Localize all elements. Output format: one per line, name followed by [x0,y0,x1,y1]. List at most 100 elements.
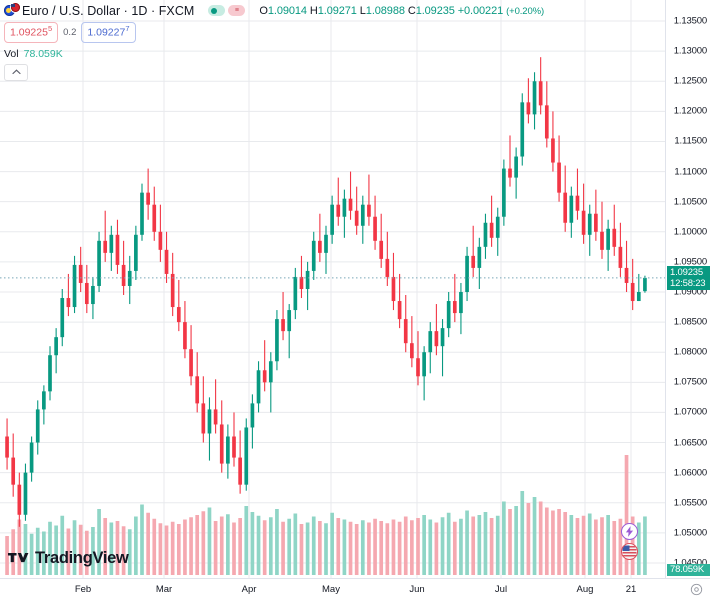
volume-bar [508,509,512,575]
candle-body [226,436,230,464]
volume-bar [428,519,433,575]
volume-bar [410,520,414,575]
candle-body [134,234,138,271]
candle-body [195,376,200,404]
candle-body [594,213,598,232]
time-axis-tick: 21 [625,584,637,595]
bid-ask-row: 1.092255 0.2 1.092277 [4,22,544,43]
volume-bar [66,528,71,575]
time-axis-tick: Apr [241,584,257,595]
volume-bar [446,512,451,575]
ask-price: 1.09227 [87,26,126,39]
bid-price-sup: 5 [47,24,53,33]
gear-icon[interactable] [690,583,703,596]
volume-bar [471,516,476,575]
candle-body [551,138,555,163]
candle-body [11,457,16,485]
volume-bar [109,522,114,575]
price-axis-tick: 1.12500 [673,75,707,87]
candle-body [532,81,537,115]
candle-body [416,358,420,377]
chart-canvas[interactable] [0,0,665,578]
candle-body [348,198,353,211]
candle-body [213,409,218,425]
volume-bar [195,515,200,575]
candlesticks [5,57,647,527]
candle-body [35,409,40,443]
candle-body [477,246,482,268]
volume-bar [318,521,322,575]
collapse-legend-button[interactable] [4,63,28,81]
price-axis-tick: 1.04500 [673,557,707,569]
candle-body [115,234,120,265]
volume-bar [643,516,647,575]
candle-body [152,204,157,232]
candle-body [342,198,347,217]
volume-bar [275,509,279,575]
volume-bar [342,519,347,575]
candle-body [324,234,328,253]
volume-bar [232,522,236,575]
volume-bar [440,517,445,575]
candle-body [23,472,28,515]
volume-bar [459,518,463,575]
candle-body [367,204,371,217]
volume-bar [250,512,255,575]
market-flag-button[interactable] [621,543,638,560]
price-axis[interactable]: 1.13500 1.13000 1.12500 1.12000 1.11500 1.110… [665,0,710,578]
volume-bar [526,503,531,575]
time-axis-tick: Jul [494,584,508,595]
candle-body [311,240,316,271]
volume-bar [201,511,206,575]
volume-bar [91,527,95,575]
volume-bar [636,522,641,575]
volume-bar [403,516,408,575]
lightning-button[interactable] [621,523,638,540]
volume-bar [48,521,52,575]
candle-body [54,337,58,356]
volume-bar [134,516,138,575]
volume-bar [373,518,377,575]
candle-body [176,307,181,323]
time-axis[interactable]: Feb Mar Apr May Jun Jul Aug 21 [0,578,710,600]
volume-bar [416,518,420,575]
volume-marker[interactable]: 78.059K [667,564,710,576]
volume-bar [563,512,568,575]
volume-bar [324,523,328,575]
volume-bar [391,519,396,575]
volume-bar [23,524,28,575]
price-axis-tick: 1.08000 [673,346,707,358]
volume-bar [244,506,249,575]
candle-body [618,246,623,268]
volume-bar [35,527,40,575]
candle-body [91,285,95,305]
volume-bar [477,515,482,575]
candle-body [42,391,46,410]
candle-body [268,361,273,383]
volume-bar [538,501,543,575]
volume-bar [434,522,439,575]
chart-plot-area[interactable] [0,0,665,578]
ask-price-box[interactable]: 1.092277 [81,22,136,43]
candle-body [97,240,101,286]
volume-bar [379,521,384,575]
candle-body [299,276,304,289]
volume-bar [360,520,365,575]
candle-body [318,240,322,253]
candle-body [84,282,89,305]
candle-body [514,156,518,178]
candle-body [630,282,635,302]
volume-bar [452,521,457,575]
candle-body [146,192,150,205]
candle-body [502,168,506,217]
price-axis-tick: 1.13000 [673,45,707,57]
candle-body [183,322,187,350]
candle-body [17,484,22,515]
current-price-marker[interactable]: 1.09235 12:58:23 [667,265,710,290]
price-axis-tick: 1.11500 [674,135,707,147]
price-axis-tick: 1.11000 [674,166,707,178]
price-axis-tick: 1.06000 [673,467,707,479]
bid-price-box[interactable]: 1.092255 [4,22,59,43]
current-price-value: 1.09235 [670,266,703,278]
